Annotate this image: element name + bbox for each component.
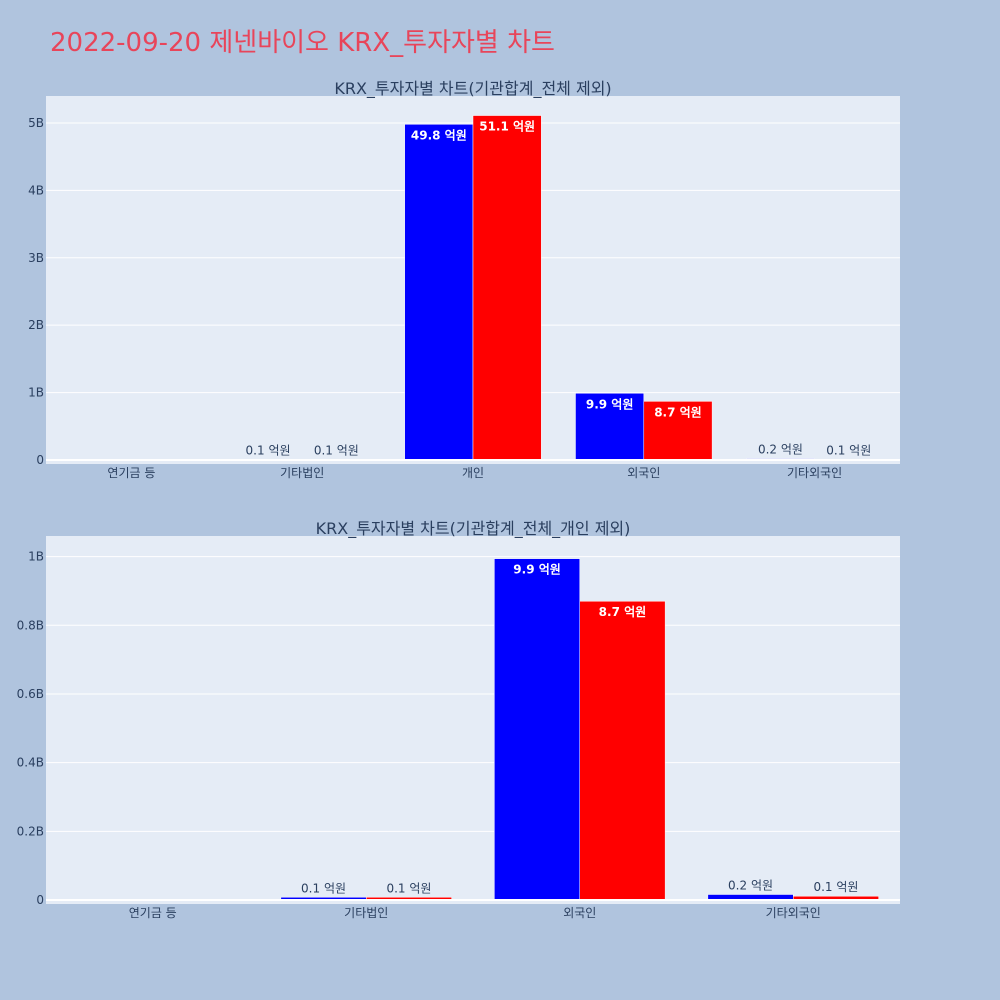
bar <box>472 115 542 461</box>
data-label: 0.2 억원 <box>758 443 803 457</box>
y-tick-label: 0.2B <box>17 824 44 838</box>
data-label: 49.8 억원 <box>411 128 467 142</box>
x-tick-label: 연기금 등 <box>107 466 155 480</box>
x-tick-label: 개인 <box>462 466 484 480</box>
x-tick-label: 기타법인 <box>344 906 388 920</box>
y-tick-label: 0.6B <box>17 687 44 701</box>
y-tick-label: 1B <box>28 386 44 400</box>
data-label: 9.9 억원 <box>513 563 561 577</box>
y-tick-label: 0.8B <box>17 618 44 632</box>
data-label: 0.1 억원 <box>826 443 871 457</box>
data-label: 0.1 억원 <box>386 881 431 895</box>
bar <box>579 600 666 901</box>
y-tick-label: 2B <box>28 318 44 332</box>
x-tick-label: 연기금 등 <box>129 906 177 920</box>
y-tick-label: 0.4B <box>17 756 44 770</box>
x-tick-label: 기타법인 <box>280 466 324 480</box>
bar <box>643 401 713 461</box>
data-label: 51.1 억원 <box>479 120 535 134</box>
data-label: 8.7 억원 <box>654 405 702 419</box>
y-tick-label: 0 <box>36 893 44 907</box>
bar <box>404 124 474 461</box>
page-title: 2022-09-20 제넨바이오 KRX_투자자별 차트 <box>50 28 555 58</box>
bar <box>575 393 645 461</box>
y-tick-label: 3B <box>28 251 44 265</box>
data-label: 0.1 억원 <box>246 443 291 457</box>
y-tick-label: 5B <box>28 116 44 130</box>
data-label: 0.2 억원 <box>728 879 773 893</box>
x-tick-label: 기타외국인 <box>766 906 821 920</box>
data-label: 0.1 억원 <box>301 881 346 895</box>
data-label: 0.1 억원 <box>813 880 858 894</box>
y-tick-label: 0 <box>36 453 44 467</box>
x-tick-label: 외국인 <box>563 906 596 920</box>
x-tick-label: 외국인 <box>627 466 660 480</box>
data-label: 8.7 억원 <box>599 605 647 619</box>
chart-subtitle: KRX_투자자별 차트(기관합계_전체_개인 제외) <box>316 519 631 539</box>
data-label: 0.1 억원 <box>314 443 359 457</box>
chart-subtitle: KRX_투자자별 차트(기관합계_전체 제외) <box>334 79 611 99</box>
plot-area <box>46 536 900 904</box>
bar <box>494 558 581 901</box>
data-label: 9.9 억원 <box>586 397 634 411</box>
y-tick-label: 1B <box>28 550 44 564</box>
y-tick-label: 4B <box>28 183 44 197</box>
x-tick-label: 기타외국인 <box>787 466 842 480</box>
